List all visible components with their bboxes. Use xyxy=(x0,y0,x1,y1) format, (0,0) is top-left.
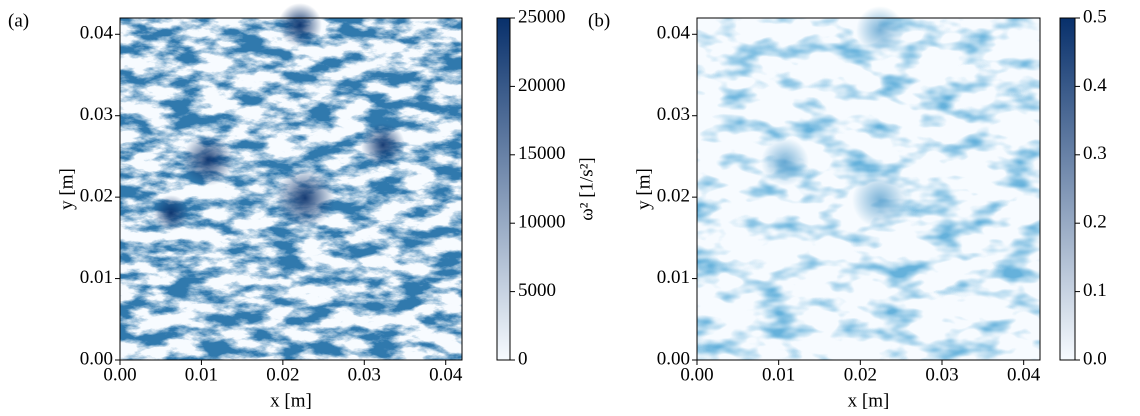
colorbar-tick-label: 15000 xyxy=(518,143,566,164)
x-tick-label: 0.03 xyxy=(925,364,958,385)
y-tick-label: 0.03 xyxy=(80,104,113,125)
x-tick-label: 0.01 xyxy=(185,364,218,385)
colorbar-tick-label: 0.0 xyxy=(1083,348,1107,369)
y-axis-label: y [m] xyxy=(633,168,654,210)
panel-label: (a) xyxy=(8,10,29,31)
y-tick-label: 0.01 xyxy=(657,267,690,288)
x-tick-label: 0.00 xyxy=(103,364,136,385)
colorbar xyxy=(496,17,511,361)
y-tick-label: 0.00 xyxy=(657,348,690,369)
x-tick-label: 0.00 xyxy=(680,364,713,385)
y-tick-label: 0.03 xyxy=(657,104,690,125)
x-tick-label: 0.02 xyxy=(844,364,877,385)
y-tick-label: 0.00 xyxy=(80,348,113,369)
plot-frame xyxy=(696,17,1041,361)
field-b xyxy=(697,6,1040,360)
x-tick-label: 0.01 xyxy=(762,364,795,385)
x-tick-label: 0.04 xyxy=(1007,364,1041,385)
colorbar-tick-label: 0.4 xyxy=(1083,75,1107,96)
colorbar-tick-label: 10000 xyxy=(518,212,566,233)
field-a xyxy=(120,3,462,360)
colorbar-tick-label: 25000 xyxy=(518,6,566,27)
colorbar-label: ω² [1/s²] xyxy=(576,157,597,220)
y-tick-label: 0.04 xyxy=(80,23,114,44)
x-tick-label: 0.03 xyxy=(348,364,381,385)
colorbar-tick-label: 0.3 xyxy=(1083,143,1107,164)
y-tick-label: 0.02 xyxy=(80,186,113,207)
y-tick-label: 0.01 xyxy=(80,267,113,288)
colorbar-tick-label: 0.1 xyxy=(1083,280,1107,301)
colorbar-tick-label: 5000 xyxy=(518,280,556,301)
x-axis-label: x [m] xyxy=(270,390,312,411)
colorbar-tick-label: 0.5 xyxy=(1083,6,1107,27)
x-axis-label: x [m] xyxy=(848,390,890,411)
x-tick-label: 0.02 xyxy=(266,364,299,385)
colorbar-tick-label: 20000 xyxy=(518,75,566,96)
plot-frame xyxy=(119,17,463,361)
x-tick-label: 0.04 xyxy=(429,364,463,385)
colorbar-tick-label: 0 xyxy=(518,348,528,369)
colorbar-tick-label: 0.2 xyxy=(1083,212,1107,233)
panel-label: (b) xyxy=(588,10,610,31)
colorbar xyxy=(1059,17,1076,361)
y-axis-label: y [m] xyxy=(56,168,77,210)
y-tick-label: 0.04 xyxy=(657,23,691,44)
y-tick-label: 0.02 xyxy=(657,186,690,207)
